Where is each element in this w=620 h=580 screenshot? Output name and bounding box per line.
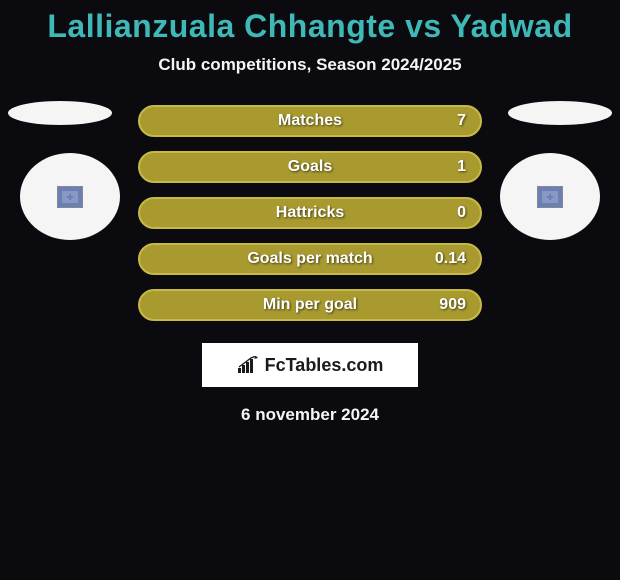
page-title: Lallianzuala Chhangte vs Yadwad	[0, 8, 620, 45]
player-right-photo	[508, 101, 612, 125]
content-area: Matches 7 Goals 1 Hattricks 0 Goals per …	[0, 105, 620, 425]
stat-row: Min per goal 909	[138, 289, 482, 321]
club-badge-left	[20, 153, 120, 240]
stat-row: Goals per match 0.14	[138, 243, 482, 275]
subtitle: Club competitions, Season 2024/2025	[0, 55, 620, 75]
date-text: 6 november 2024	[0, 405, 620, 425]
stat-value: 0.14	[435, 250, 466, 268]
brand-link[interactable]: FcTables.com	[202, 343, 418, 387]
stat-label: Goals per match	[247, 250, 372, 268]
bar-chart-icon	[237, 356, 259, 374]
stat-value: 909	[439, 296, 466, 314]
stat-label: Hattricks	[276, 204, 344, 222]
stat-label: Min per goal	[263, 296, 357, 314]
stat-row: Matches 7	[138, 105, 482, 137]
club-crest-icon	[57, 186, 83, 208]
stat-label: Matches	[278, 112, 342, 130]
stats-list: Matches 7 Goals 1 Hattricks 0 Goals per …	[138, 105, 482, 321]
comparison-card: Lallianzuala Chhangte vs Yadwad Club com…	[0, 0, 620, 425]
player-left-photo	[8, 101, 112, 125]
stat-row: Goals 1	[138, 151, 482, 183]
stat-value: 7	[457, 112, 466, 130]
stat-value: 1	[457, 158, 466, 176]
stat-value: 0	[457, 204, 466, 222]
club-crest-icon	[537, 186, 563, 208]
club-badge-right	[500, 153, 600, 240]
stat-row: Hattricks 0	[138, 197, 482, 229]
stat-label: Goals	[288, 158, 332, 176]
brand-text: FcTables.com	[265, 355, 384, 376]
